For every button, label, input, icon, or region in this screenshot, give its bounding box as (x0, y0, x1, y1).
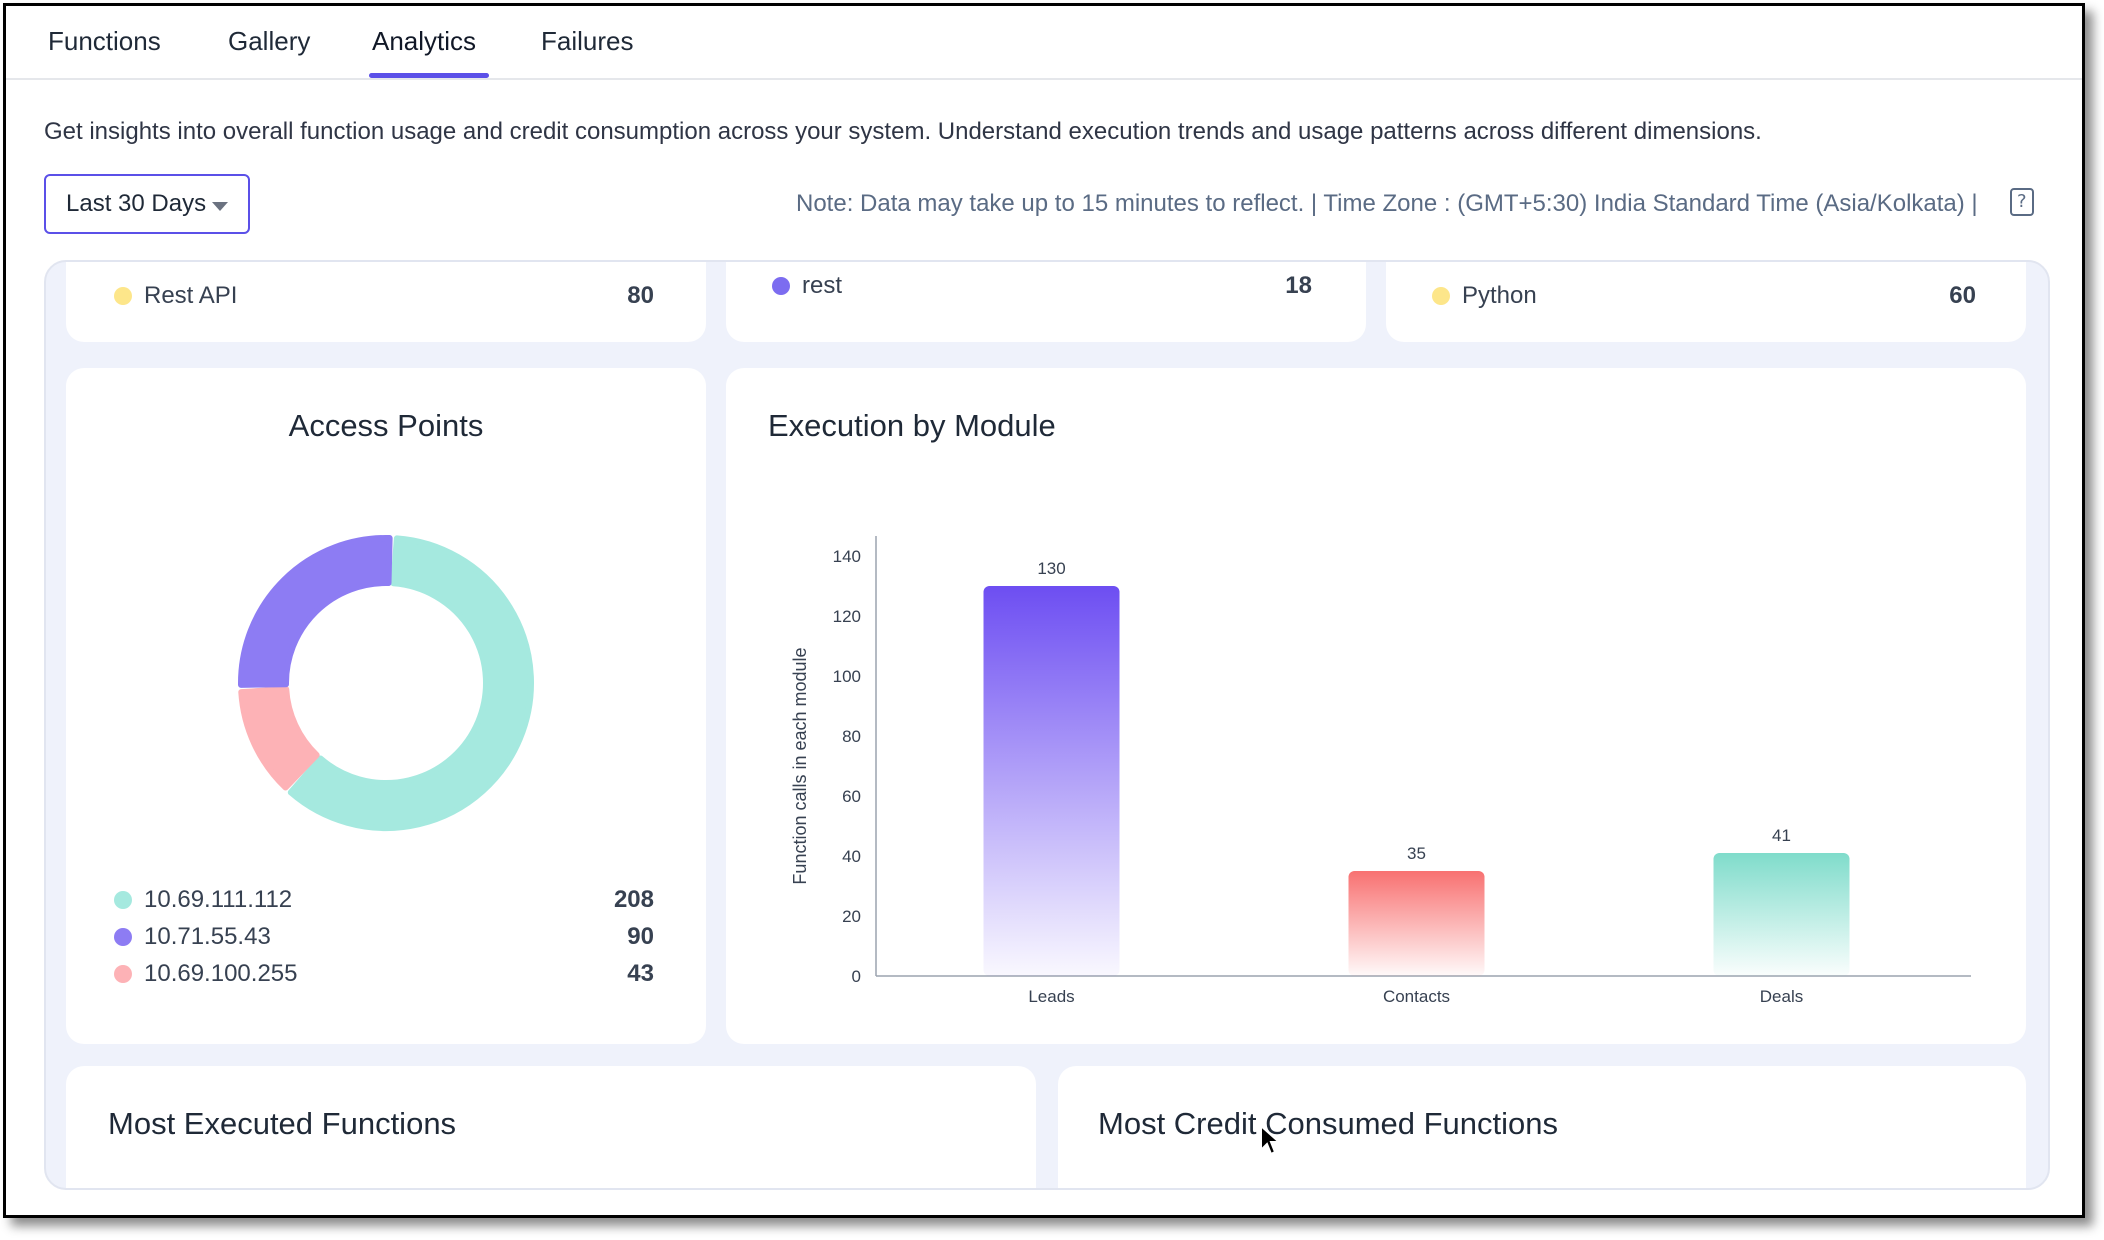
data-note: Note: Data may take up to 15 minutes to … (796, 190, 1978, 217)
access-point-legend-item[interactable]: 10.69.100.255 (114, 960, 297, 988)
x-tick-label: Contacts (1383, 987, 1450, 1006)
legend-value: 43 (627, 960, 654, 987)
legend-item: rest (772, 272, 842, 300)
date-range-value: Last 30 Days (66, 190, 207, 217)
legend-value: 60 (1949, 282, 1976, 309)
most-credit-card: Most Credit Consumed Functions (1058, 1066, 2026, 1188)
legend-label: rest (802, 272, 843, 299)
legend-label: Rest API (144, 282, 238, 309)
legend-label: 10.69.111.112 (144, 886, 293, 913)
legend-label: 10.69.100.255 (144, 960, 298, 987)
legend-dot (114, 965, 132, 983)
bar-contacts[interactable] (1348, 871, 1485, 976)
access-points-title: Access Points (288, 408, 484, 443)
legend-dot (772, 277, 790, 295)
legend-item: Rest API (114, 282, 237, 310)
access-points-donut (238, 535, 534, 831)
active-tab-indicator (369, 73, 489, 78)
tab-gallery[interactable]: Gallery (228, 26, 311, 56)
date-range-dropdown[interactable]: Last 30 Days (44, 174, 250, 234)
legend-label: 10.71.55.43 (144, 923, 271, 950)
y-tick-label: 120 (833, 607, 861, 626)
y-tick-label: 0 (852, 967, 861, 986)
card-language: Python 60 (1386, 262, 2026, 342)
bar-deals[interactable] (1713, 853, 1850, 976)
legend-value: 80 (627, 282, 654, 309)
legend-dot (114, 891, 132, 909)
donut-slice[interactable] (287, 535, 534, 831)
y-tick-label: 140 (833, 547, 861, 566)
tab-failures[interactable]: Failures (541, 26, 634, 56)
most-credit-title: Most Credit Consumed Functions (1098, 1106, 1559, 1141)
execution-bar-chart: 0 20 40 60 80 100 120 140 Function calls in each… (790, 536, 1971, 1006)
bar-value-label: 130 (1037, 559, 1065, 578)
y-axis-label: Function calls in each module (790, 647, 810, 884)
y-tick-label: 40 (842, 847, 861, 866)
most-executed-title: Most Executed Functions (108, 1106, 457, 1141)
legend-dot (1432, 287, 1450, 305)
tab-bar: Functions Gallery Analytics Failures (6, 6, 2082, 80)
x-tick-label: Deals (1760, 987, 1803, 1006)
page-description: Get insights into overall function usage… (44, 118, 1762, 145)
app-window: Functions Gallery Analytics Failures Get… (3, 3, 2085, 1218)
y-tick-label: 80 (842, 727, 861, 746)
legend-dot (114, 287, 132, 305)
bar-leads[interactable] (983, 586, 1120, 976)
x-tick-label: Leads (1028, 987, 1074, 1006)
chevron-down-icon (212, 202, 228, 211)
card-invocation-type: Rest API 80 (66, 262, 706, 342)
y-tick-label: 20 (842, 907, 861, 926)
legend-dot (114, 928, 132, 946)
execution-by-module-title: Execution by Module (768, 408, 1056, 443)
y-tick-label: 60 (842, 787, 861, 806)
card-source: rest 18 (726, 262, 1366, 342)
legend-value: 208 (613, 886, 654, 913)
most-executed-card: Most Executed Functions (66, 1066, 1036, 1188)
help-doc-icon[interactable] (2010, 188, 2034, 216)
access-point-legend-item[interactable]: 10.71.55.43 (114, 923, 271, 951)
access-point-legend-item[interactable]: 10.69.111.112 (114, 886, 292, 914)
legend-item: Python (1432, 282, 1537, 310)
tab-analytics[interactable]: Analytics (372, 26, 477, 56)
mouse-cursor-icon (1260, 1124, 1281, 1156)
donut-slice[interactable] (238, 535, 393, 688)
analytics-content[interactable]: Rest API 80 rest 18 Python 60 Access Poi… (44, 260, 2050, 1190)
access-points-card: Access Points 10.69.111.112 208 10.71.55.4… (66, 368, 706, 1044)
legend-value: 18 (1285, 272, 1312, 299)
legend-label: Python (1462, 282, 1537, 309)
y-tick-label: 100 (833, 667, 861, 686)
donut-slice[interactable] (238, 686, 320, 791)
tab-functions[interactable]: Functions (48, 26, 161, 56)
bar-value-label: 41 (1772, 826, 1791, 845)
bar-value-label: 35 (1407, 844, 1426, 863)
legend-value: 90 (627, 923, 654, 950)
execution-by-module-card: Execution by Module 0 20 40 60 80 100 120 140 Fu… (726, 368, 2026, 1044)
